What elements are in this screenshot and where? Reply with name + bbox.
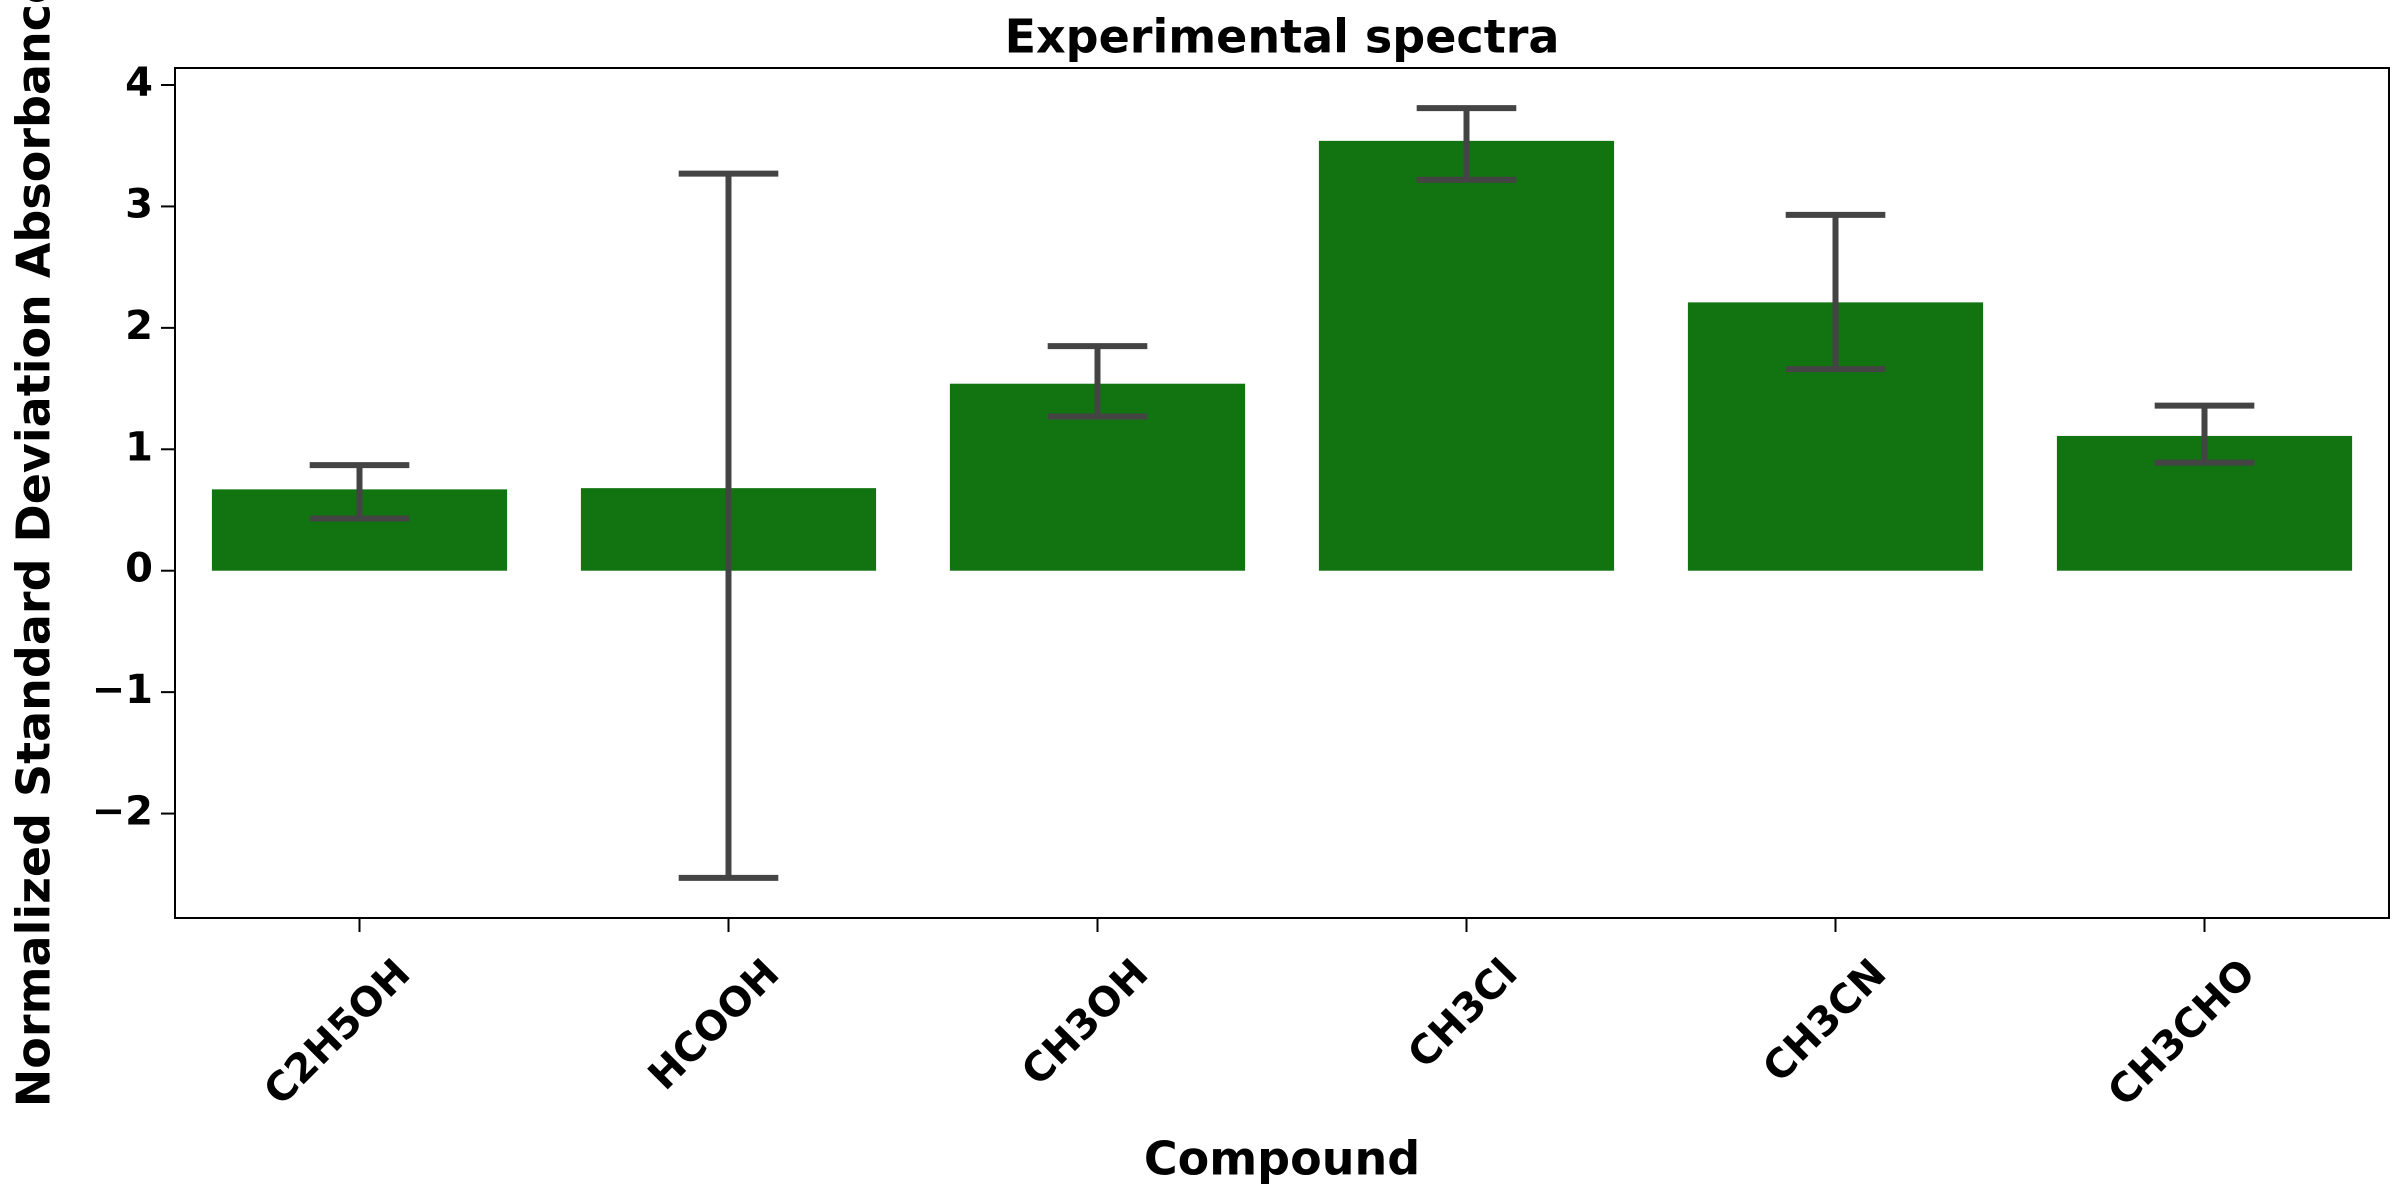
y-axis-label: Normalized Standard Deviation Absorbance	[7, 0, 61, 1107]
y-tick-label: 1	[125, 424, 153, 470]
y-tick-label: −1	[92, 667, 153, 713]
y-tick-label: 2	[125, 303, 153, 349]
chart-title: Experimental spectra	[1005, 10, 1560, 64]
y-tick-label: 3	[125, 181, 153, 227]
x-tick-label: CH3OH	[1013, 950, 1157, 1094]
x-tick-label: CH3CHO	[2099, 950, 2264, 1115]
x-tick-label: C2H5OH	[255, 950, 419, 1114]
x-tick-label: HCOOH	[640, 950, 789, 1099]
y-tick-label: 0	[125, 546, 153, 592]
x-tick-label: CH3CN	[1754, 950, 1895, 1091]
plot-frame	[174, 67, 2390, 919]
bar	[1318, 140, 1615, 571]
y-tick-label: 4	[125, 60, 153, 106]
y-tick-label: −2	[92, 789, 153, 835]
x-axis-label: Compound	[1144, 1132, 1420, 1186]
x-tick-label: CH3Cl	[1399, 950, 1526, 1077]
